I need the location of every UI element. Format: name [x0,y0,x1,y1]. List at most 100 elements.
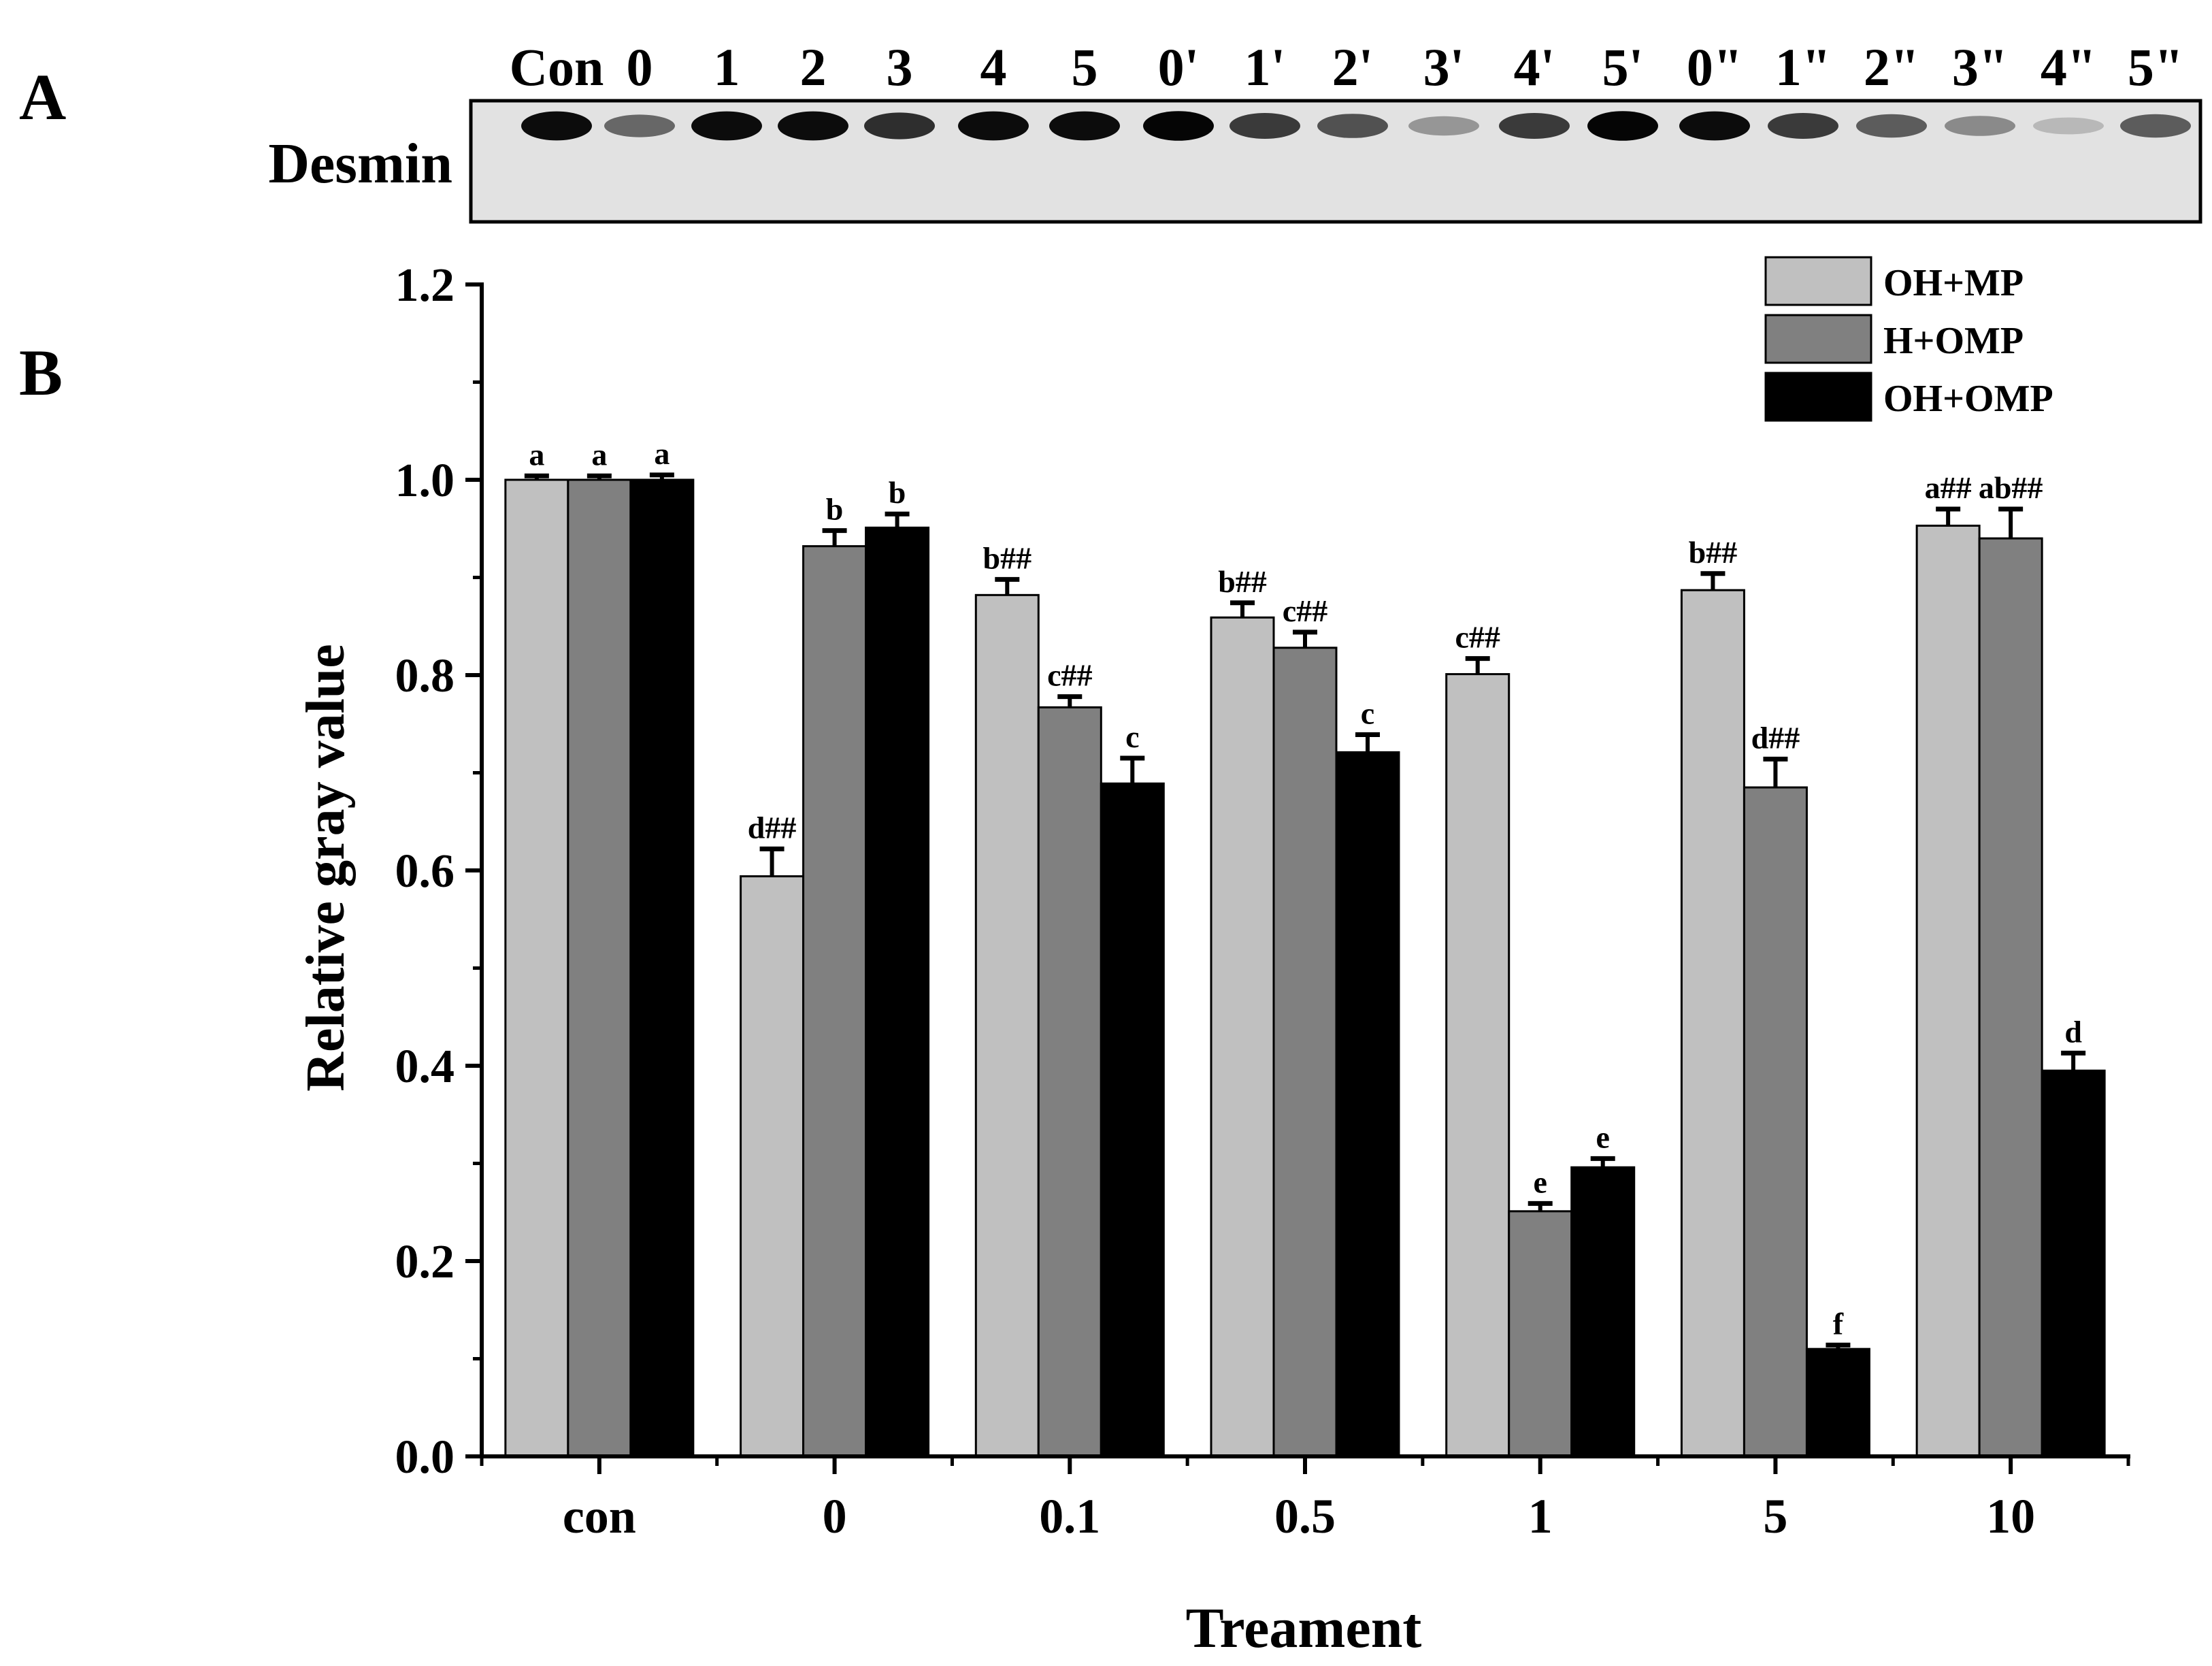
bar-h-omp-10 [1978,537,2043,1458]
bar-h-omp-0.1 [1037,706,1102,1458]
y-tick-label: 0.4 [395,1041,455,1093]
lane-label: 5" [2128,37,2183,97]
y-tick-label: 0.6 [395,845,455,898]
x-tick-label: 1 [1528,1489,1553,1544]
desmin-band [958,111,1029,141]
lane-label: 1" [1775,37,1831,97]
bar-layer: a d## b## b## c## b## a## a b c## c## e d## ab## a b c c e… [504,436,2106,1458]
lane-label: 4' [1514,37,1555,97]
lane-label: 0 [627,37,653,97]
lane-label: 0" [1687,37,1743,97]
blot-row-label: Desmin [268,132,452,195]
desmin-band [1049,111,1120,141]
legend-swatch [1764,314,1872,364]
desmin-band [521,111,592,141]
desmin-band [1856,114,1927,138]
y-tick-label: 0.0 [395,1431,455,1484]
significance-label: c## [1047,658,1092,693]
legend-swatch [1764,372,1872,422]
legend-label: OH+MP [1883,262,2024,304]
y-tick-label: 1.0 [395,455,455,507]
bar-oh-omp-0.5 [1335,751,1400,1458]
x-tick-label: 5 [1763,1489,1787,1544]
desmin-band [778,111,848,141]
significance-label: b## [1689,535,1738,570]
significance-label: f [1833,1306,1844,1341]
desmin-band [1408,116,1479,136]
significance-label: a [591,437,607,472]
bar-h-omp-0 [802,545,868,1458]
y-axis-title: Relative gray value [296,644,356,1092]
bar-h-omp-1 [1508,1210,1573,1458]
significance-label: b [826,492,844,527]
desmin-band [1945,116,2015,136]
bar-h-omp-con [567,478,632,1458]
significance-label: ab## [1979,470,2043,505]
significance-label: e [1534,1164,1547,1199]
significance-label: a [529,437,544,472]
bar-oh-omp-0 [865,526,930,1458]
significance-label: b## [1218,564,1267,599]
y-tick-label: 1.2 [395,259,455,312]
desmin-band [1143,111,1214,141]
x-axis-title: Treament [1186,1597,1422,1660]
lane-label: 2' [1332,37,1374,97]
bar-oh-omp-0.1 [1100,782,1165,1458]
lane-label: 2" [1864,37,1919,97]
significance-label: c## [1455,620,1500,655]
lane-label: 4 [980,37,1007,97]
y-tick-label: 0.8 [395,650,455,702]
bar-chart: a d## b## b## c## b## a## a b c## c## e d## ab## a b c c e… [296,256,2130,1660]
lane-label: Con [510,37,604,97]
bar-h-omp-5 [1743,786,1808,1458]
desmin-band [1768,113,1838,139]
desmin-band [2033,117,2104,135]
bar-oh-mp-0.5 [1210,616,1275,1458]
significance-label: d [2064,1014,2082,1049]
bar-oh-omp-1 [1570,1166,1636,1458]
lane-label: 2 [800,37,827,97]
x-tick-label: 0.5 [1274,1489,1336,1544]
bar-oh-mp-0 [740,875,805,1458]
x-tick-label: 10 [1986,1489,2035,1544]
desmin-band [691,111,762,141]
panel-a-letter: A [19,61,66,133]
lane-label: 1' [1244,37,1286,97]
significance-label: d## [748,810,797,845]
bar-oh-mp-con [504,478,569,1458]
y-axis: 0.0 0.2 0.4 0.6 0.8 1.0 1.2 [395,259,484,1484]
bar-oh-mp-5 [1680,589,1745,1458]
y-tick-label: 0.2 [395,1236,455,1288]
significance-label: d## [1751,720,1800,755]
x-tick-label: 0 [823,1489,847,1544]
bar-oh-omp-5 [1805,1348,1870,1458]
lane-label: 4" [2041,37,2096,97]
legend-swatch [1764,256,1872,306]
significance-label: c## [1283,593,1327,628]
desmin-band [1679,111,1750,141]
desmin-band [1587,111,1658,141]
significance-label: a [654,436,670,471]
lane-label: 3" [1952,37,2008,97]
blot-lanes: Con 0 1 2 3 4 5 0' 1' 2' 3' 4' 5' 0" 1" 2" 3" 4" 5" [510,37,2191,141]
significance-label: e [1596,1120,1610,1154]
lane-label: 5 [1072,37,1098,97]
bar-oh-mp-10 [1915,524,1981,1458]
desmin-band [1499,113,1570,139]
panel-b-letter: B [19,336,63,409]
bar-oh-mp-1 [1445,673,1511,1458]
desmin-band [604,114,675,137]
legend: OH+MP H+OMP OH+OMP [1764,256,2053,422]
lane-label: 1 [714,37,740,97]
significance-label: c [1361,696,1374,731]
desmin-band [1229,113,1300,139]
desmin-band [1317,114,1388,138]
desmin-band [864,112,935,140]
lane-label: 3 [887,37,913,97]
bar-h-omp-0.5 [1272,647,1338,1458]
lane-label: 3' [1423,37,1465,97]
legend-label: OH+OMP [1883,378,2053,420]
legend-label: H+OMP [1883,320,2024,362]
bar-oh-omp-10 [2041,1069,2106,1458]
